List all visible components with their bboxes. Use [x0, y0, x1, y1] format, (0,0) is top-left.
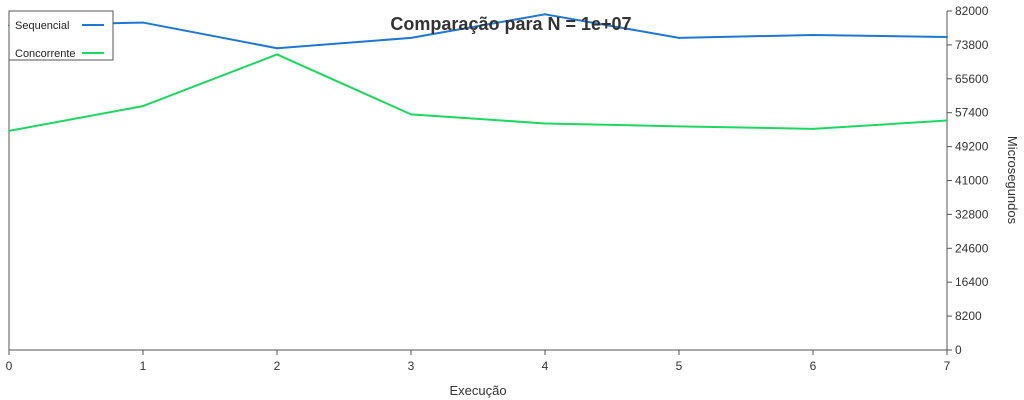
data-point — [678, 125, 680, 128]
data-point — [8, 129, 10, 132]
y-tick-label: 8200 — [955, 309, 982, 323]
data-point — [142, 105, 144, 108]
y-tick-label: 82000 — [955, 4, 989, 18]
data-point — [946, 119, 948, 122]
x-tick-label: 7 — [944, 359, 951, 373]
series-lines — [8, 13, 948, 132]
y-tick-label: 16400 — [955, 275, 989, 289]
data-point — [678, 36, 680, 39]
y-axis-title: Microsegundos — [1005, 136, 1020, 225]
y-tick-label: 0 — [955, 343, 962, 357]
data-point — [142, 21, 144, 24]
legend: Sequencial Concorrente — [8, 10, 114, 61]
x-tick-label: 4 — [542, 359, 549, 373]
y-tick-label: 73800 — [955, 38, 989, 52]
series-line-concorrente — [8, 53, 948, 132]
data-point — [544, 13, 546, 16]
x-tick-label: 3 — [408, 359, 415, 373]
x-tick-label: 5 — [676, 359, 683, 373]
data-point — [276, 53, 278, 56]
y-tick-label: 49200 — [955, 140, 989, 154]
legend-label: Sequencial — [15, 20, 69, 32]
axes: 0 1 2 3 4 5 6 708200164002460032800410004920057… — [6, 4, 989, 373]
x-axis-title: Execução — [449, 383, 506, 398]
y-tick-label: 41000 — [955, 174, 989, 188]
x-tick-label: 6 — [810, 359, 817, 373]
chart-title: Comparação para N = 1e+07 — [390, 14, 631, 34]
legend-label: Concorrente — [15, 48, 76, 60]
data-point — [410, 36, 412, 39]
data-point — [812, 33, 814, 36]
y-tick-label: 65600 — [955, 72, 989, 86]
y-tick-label: 57400 — [955, 106, 989, 120]
data-point — [812, 127, 814, 130]
x-tick-label: 0 — [6, 359, 13, 373]
legend-box — [8, 10, 114, 61]
x-tick-label: 1 — [140, 359, 147, 373]
x-tick-label: 2 — [274, 359, 281, 373]
y-tick-label: 24600 — [955, 241, 989, 255]
data-point — [410, 113, 412, 116]
data-point — [276, 47, 278, 50]
data-point — [946, 36, 948, 39]
data-point — [544, 122, 546, 125]
y-tick-label: 32800 — [955, 207, 989, 221]
series-line-sequencial — [8, 13, 948, 50]
